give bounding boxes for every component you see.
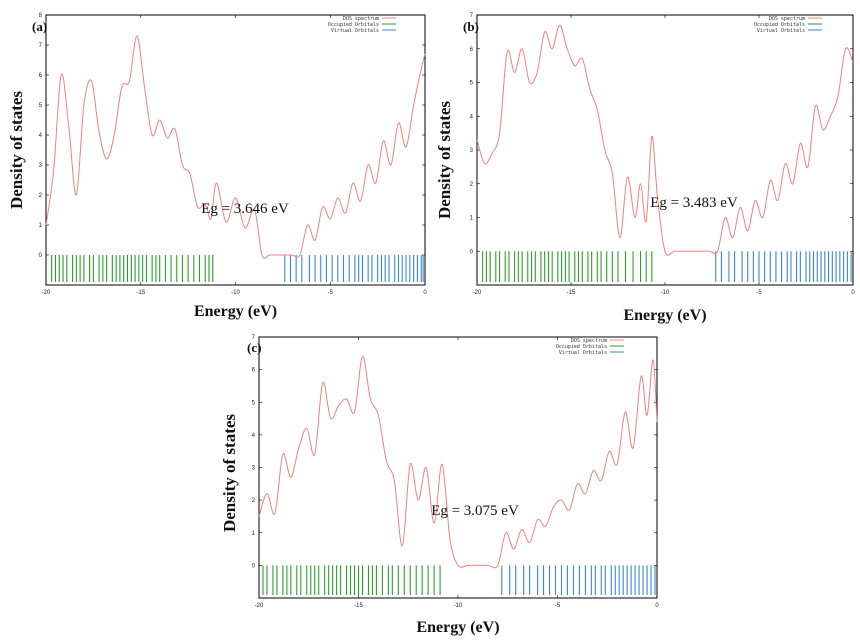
- x-tick-label: -20: [255, 603, 264, 609]
- x-axis-label: Energy (eV): [416, 619, 499, 636]
- panel-c: 0 1 2 3 4 5 6 7 -20 -15 -10 -5 0 DOS spectrum Occupied…: [210, 325, 660, 643]
- dos-chart-a: 0 1 2 3 4 5 6 7 8 -20 -15 -10 -5 0 DOS spectrumOccupie…: [7, 13, 427, 320]
- panel-label: (c): [247, 340, 261, 355]
- x-tick-label: -5: [328, 290, 334, 296]
- legend-virtual-orbitals: Virtual Orbitals: [331, 28, 379, 34]
- y-tick-label: 1: [252, 531, 256, 537]
- y-tick-label: 6: [252, 368, 256, 374]
- y-tick-label: 0: [470, 249, 474, 255]
- y-axis-label: Density of states: [220, 414, 239, 532]
- y-axis-label: Density of states: [7, 91, 26, 209]
- x-tick-label: -5: [555, 603, 561, 609]
- band-gap-annotation: Eg = 3.075 eV: [431, 503, 519, 519]
- y-tick-label: 0: [252, 563, 256, 569]
- x-tick-label: -5: [756, 290, 762, 296]
- legend-occupied-orbitals: Occupied Orbitals: [754, 22, 805, 28]
- x-tick-label: -15: [567, 290, 576, 296]
- y-tick-label: 8: [39, 13, 43, 19]
- x-tick-label: 0: [655, 603, 659, 609]
- y-tick-label: 7: [39, 43, 43, 49]
- y-tick-label: 5: [39, 103, 43, 109]
- plot-frame: [258, 336, 658, 599]
- x-tick-label: 0: [423, 290, 427, 296]
- x-axis-label: Energy (eV): [194, 303, 277, 320]
- y-tick-label: 2: [470, 182, 474, 188]
- y-tick-label: 1: [470, 216, 474, 222]
- legend-occupied-orbitals: Occupied Orbitals: [556, 344, 607, 350]
- y-tick-label: 3: [470, 148, 474, 154]
- dos-spectrum-line: [258, 356, 658, 569]
- y-tick-label: 5: [252, 400, 256, 406]
- y-tick-label: 6: [39, 73, 43, 79]
- panel-label: (a): [32, 19, 47, 34]
- y-tick-label: 2: [252, 498, 256, 504]
- legend-dos-spectrum: DOS spectrum: [571, 338, 607, 344]
- x-tick-label: -20: [42, 290, 51, 296]
- y-tick-label: 7: [470, 13, 474, 19]
- x-tick-label: -15: [354, 603, 363, 609]
- dos-chart-b: 0 1 2 3 4 5 6 7 -20 -15 -10 -5 0 DOS spectrumOccupied…: [435, 13, 855, 324]
- legend-virtual-orbitals: Virtual Orbitals: [559, 350, 607, 356]
- panel-b: 0 1 2 3 4 5 6 7 -20 -15 -10 -5 0 DOS spectrum Occupied…: [432, 0, 860, 330]
- y-tick-label: 4: [252, 433, 256, 439]
- y-tick-label: 4: [39, 133, 43, 139]
- y-tick-label: 0: [39, 253, 43, 259]
- panel-label: (b): [463, 19, 479, 34]
- x-tick-label: -20: [473, 290, 482, 296]
- panel-a: 0 1 2 3 4 5 6 7 8 -20 -15 -10 -5 0 DOS spectrum Occupie…: [0, 0, 432, 330]
- y-tick-label: 6: [470, 47, 474, 53]
- plot-frame: [476, 14, 854, 286]
- y-tick-label: 4: [470, 114, 474, 120]
- x-axis-label: Energy (eV): [623, 307, 706, 324]
- legend-occupied-orbitals: Occupied Orbitals: [328, 22, 379, 28]
- x-tick-label: -10: [231, 290, 240, 296]
- legend-dos-spectrum: DOS spectrum: [769, 16, 805, 22]
- x-tick-label: -15: [136, 290, 145, 296]
- legend-dos-spectrum: DOS spectrum: [343, 16, 379, 22]
- band-gap-annotation: Eg = 3.646 eV: [201, 201, 289, 217]
- y-tick-label: 3: [252, 466, 256, 472]
- y-tick-label: 1: [39, 223, 43, 229]
- y-tick-label: 7: [252, 335, 256, 341]
- y-tick-label: 5: [470, 81, 474, 87]
- dos-spectrum-line: [476, 24, 854, 256]
- y-tick-label: 2: [39, 193, 43, 199]
- x-tick-label: -10: [661, 290, 670, 296]
- y-tick-label: 3: [39, 163, 43, 169]
- band-gap-annotation: Eg = 3.483 eV: [650, 195, 738, 211]
- y-axis-label: Density of states: [435, 101, 454, 219]
- x-tick-label: 0: [851, 290, 855, 296]
- dos-spectrum-line: [45, 35, 426, 259]
- legend-virtual-orbitals: Virtual Orbitals: [757, 28, 805, 34]
- dos-chart-c: 0 1 2 3 4 5 6 7 -20 -15 -10 -5 0 DOS spectrumOccupied…: [220, 335, 659, 636]
- x-tick-label: -10: [454, 603, 463, 609]
